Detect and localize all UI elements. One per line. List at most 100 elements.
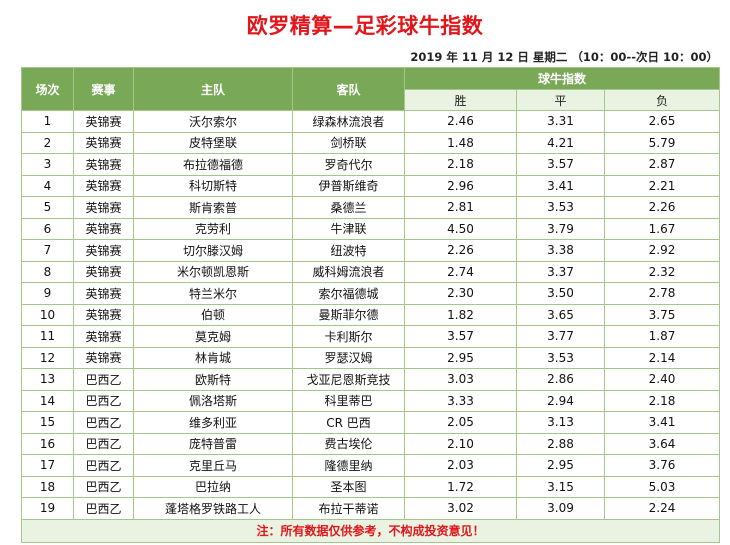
cell-home: 特兰米尔 (133, 282, 293, 305)
cell-home: 布拉德福德 (133, 153, 293, 176)
cell-no: 15 (21, 411, 74, 434)
cell-away: 圣本图 (292, 475, 405, 498)
cell-draw: 3.09 (516, 497, 605, 520)
cell-draw: 2.94 (516, 389, 605, 412)
cell-win: 1.82 (404, 303, 517, 326)
cell-lose: 1.87 (603, 325, 721, 348)
table-row: 9 英锦赛 特兰米尔 索尔福德城 2.30 3.50 2.78 (21, 282, 721, 305)
cell-league: 英锦赛 (73, 282, 134, 305)
cell-home: 维多利亚 (133, 411, 293, 434)
header-lose: 负 (603, 89, 721, 111)
cell-away: 剑桥联 (292, 131, 405, 154)
cell-lose: 2.21 (603, 174, 721, 197)
cell-away: 威科姆流浪者 (292, 260, 405, 283)
cell-win: 2.46 (404, 110, 517, 133)
cell-lose: 2.32 (603, 260, 721, 283)
table-row: 16 巴西乙 庞特普雷 费古埃伦 2.10 2.88 3.64 (21, 432, 721, 455)
cell-league: 巴西乙 (73, 497, 134, 520)
cell-league: 英锦赛 (73, 217, 134, 240)
cell-home: 克里丘马 (133, 454, 293, 477)
cell-win: 2.74 (404, 260, 517, 283)
cell-away: 曼斯菲尔德 (292, 303, 405, 326)
cell-no: 4 (21, 174, 74, 197)
table-row: 12 英锦赛 林肯城 罗瑟汉姆 2.95 3.53 2.14 (21, 346, 721, 369)
cell-no: 5 (21, 196, 74, 219)
cell-no: 19 (21, 497, 74, 520)
table-row: 6 英锦赛 克劳利 牛津联 4.50 3.79 1.67 (21, 217, 721, 240)
header-league: 赛事 (73, 67, 134, 111)
cell-draw: 4.21 (516, 131, 605, 154)
cell-no: 12 (21, 346, 74, 369)
header-away: 客队 (292, 67, 405, 111)
cell-home: 皮特堡联 (133, 131, 293, 154)
table-row: 10 英锦赛 伯顿 曼斯菲尔德 1.82 3.65 3.75 (21, 303, 721, 326)
cell-away: CR 巴西 (292, 411, 405, 434)
cell-no: 10 (21, 303, 74, 326)
cell-no: 18 (21, 475, 74, 498)
cell-win: 3.33 (404, 389, 517, 412)
cell-away: 卡利斯尔 (292, 325, 405, 348)
cell-lose: 3.41 (603, 411, 721, 434)
cell-home: 巴拉纳 (133, 475, 293, 498)
cell-away: 科里蒂巴 (292, 389, 405, 412)
cell-draw: 3.77 (516, 325, 605, 348)
cell-draw: 2.86 (516, 368, 605, 391)
cell-league: 巴西乙 (73, 475, 134, 498)
cell-lose: 2.26 (603, 196, 721, 219)
cell-no: 1 (21, 110, 74, 133)
cell-home: 沃尔索尔 (133, 110, 293, 133)
cell-draw: 3.15 (516, 475, 605, 498)
header-win: 胜 (404, 89, 517, 111)
cell-away: 隆德里纳 (292, 454, 405, 477)
table-row: 5 英锦赛 斯肯索普 桑德兰 2.81 3.53 2.26 (21, 196, 721, 219)
cell-home: 林肯城 (133, 346, 293, 369)
cell-home: 克劳利 (133, 217, 293, 240)
cell-away: 桑德兰 (292, 196, 405, 219)
cell-draw: 3.57 (516, 153, 605, 176)
cell-away: 费古埃伦 (292, 432, 405, 455)
table-body: 1 英锦赛 沃尔索尔 绿森林流浪者 2.46 3.31 2.65 2 英锦赛 皮特堡联 剑桥联 1.4… (21, 110, 721, 520)
cell-win: 1.72 (404, 475, 517, 498)
cell-win: 2.26 (404, 239, 517, 262)
table-row: 11 英锦赛 莫克姆 卡利斯尔 3.57 3.77 1.87 (21, 325, 721, 348)
cell-win: 3.57 (404, 325, 517, 348)
table-row: 19 巴西乙 蓬塔格罗铁路工人 布拉干蒂诺 3.02 3.09 2.24 (21, 497, 721, 520)
odds-table: 场次 赛事 主队 客队 球牛指数 胜 平 负 1 英锦赛 沃尔索尔 绿森林流浪者 2.4… (20, 67, 721, 543)
table-row: 1 英锦赛 沃尔索尔 绿森林流浪者 2.46 3.31 2.65 (21, 110, 721, 133)
cell-draw: 2.95 (516, 454, 605, 477)
cell-league: 英锦赛 (73, 196, 134, 219)
table-row: 7 英锦赛 切尔滕汉姆 纽波特 2.26 3.38 2.92 (21, 239, 721, 262)
table-row: 2 英锦赛 皮特堡联 剑桥联 1.48 4.21 5.79 (21, 131, 721, 154)
table-row: 18 巴西乙 巴拉纳 圣本图 1.72 3.15 5.03 (21, 475, 721, 498)
cell-lose: 5.79 (603, 131, 721, 154)
header-index: 球牛指数 (403, 67, 721, 90)
cell-home: 切尔滕汉姆 (133, 239, 293, 262)
cell-no: 3 (21, 153, 74, 176)
cell-league: 英锦赛 (73, 303, 134, 326)
cell-home: 斯肯索普 (133, 196, 293, 219)
cell-win: 2.81 (404, 196, 517, 219)
cell-no: 11 (21, 325, 74, 348)
cell-league: 英锦赛 (73, 110, 134, 133)
cell-win: 2.96 (404, 174, 517, 197)
cell-lose: 5.03 (603, 475, 721, 498)
cell-home: 伯顿 (133, 303, 293, 326)
cell-no: 16 (21, 432, 74, 455)
header-draw: 平 (516, 89, 605, 111)
cell-home: 米尔顿凯恩斯 (133, 260, 293, 283)
cell-lose: 2.14 (603, 346, 721, 369)
cell-lose: 3.75 (603, 303, 721, 326)
cell-lose: 2.65 (603, 110, 721, 133)
cell-draw: 3.79 (516, 217, 605, 240)
cell-draw: 3.31 (516, 110, 605, 133)
cell-no: 2 (21, 131, 74, 154)
cell-lose: 3.64 (603, 432, 721, 455)
cell-draw: 3.53 (516, 196, 605, 219)
cell-win: 2.10 (404, 432, 517, 455)
cell-lose: 3.76 (603, 454, 721, 477)
cell-no: 6 (21, 217, 74, 240)
table-row: 3 英锦赛 布拉德福德 罗奇代尔 2.18 3.57 2.87 (21, 153, 721, 176)
disclaimer-note: 注：所有数据仅供参考，不构成投资意见！ (20, 518, 721, 543)
cell-no: 13 (21, 368, 74, 391)
table-row: 17 巴西乙 克里丘马 隆德里纳 2.03 2.95 3.76 (21, 454, 721, 477)
